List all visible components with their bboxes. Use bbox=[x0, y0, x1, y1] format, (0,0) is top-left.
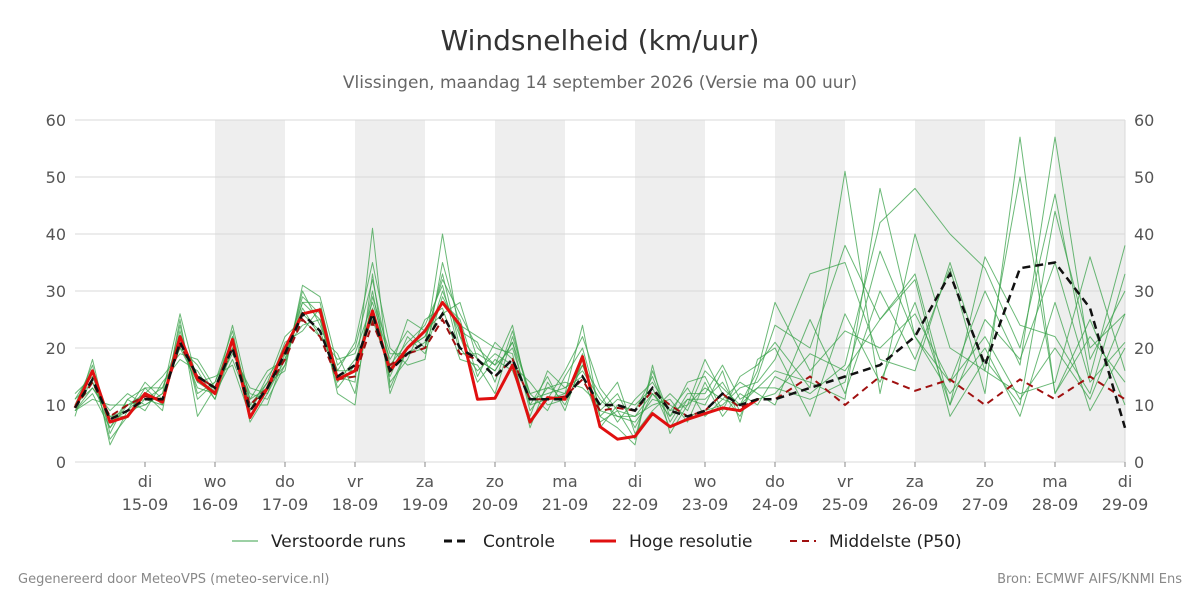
legend-label: Verstoorde runs bbox=[271, 532, 406, 552]
y-tick-label-right: 10 bbox=[1134, 396, 1154, 415]
y-tick-label-left: 10 bbox=[46, 396, 66, 415]
x-tick-weekday: wo bbox=[204, 472, 227, 491]
ensemble-member-line bbox=[74, 262, 1126, 440]
x-tick-weekday: vr bbox=[837, 472, 853, 491]
y-tick-label-right: 60 bbox=[1134, 111, 1154, 130]
x-tick-weekday: do bbox=[765, 472, 785, 491]
y-tick-label-right: 0 bbox=[1134, 453, 1144, 472]
x-tick-weekday: zo bbox=[976, 472, 994, 491]
legend-label: Hoge resolutie bbox=[629, 532, 753, 552]
x-tick-date: 28-09 bbox=[1032, 495, 1079, 514]
x-tick-date: 29-09 bbox=[1102, 495, 1149, 514]
source-note: Bron: ECMWF AIFS/KNMI Ens bbox=[997, 572, 1182, 587]
x-tick-date: 25-09 bbox=[822, 495, 869, 514]
x-tick-date: 18-09 bbox=[332, 495, 379, 514]
legend-label: Controle bbox=[483, 532, 555, 552]
x-tick-date: 24-09 bbox=[752, 495, 799, 514]
y-tick-label-left: 0 bbox=[56, 453, 66, 472]
y-tick-label-right: 50 bbox=[1134, 168, 1154, 187]
y-tick-label-left: 30 bbox=[46, 282, 66, 301]
x-tick-weekday: wo bbox=[694, 472, 717, 491]
legend: Verstoorde runs Controle Hoge resolutie Mid… bbox=[232, 532, 962, 552]
chart-title: Windsnelheid (km/uur) bbox=[440, 24, 760, 57]
y-tick-label-right: 30 bbox=[1134, 282, 1154, 301]
ensemble-member-line bbox=[74, 256, 1126, 429]
y-tick-label-left: 60 bbox=[46, 111, 66, 130]
chart-subtitle: Vlissingen, maandag 14 september 2026 (V… bbox=[342, 73, 858, 93]
generated-by-note: Gegenereerd door MeteoVPS (meteo-service… bbox=[18, 572, 330, 587]
x-tick-weekday: za bbox=[416, 472, 434, 491]
x-tick-date: 22-09 bbox=[612, 495, 659, 514]
x-tick-date: 27-09 bbox=[962, 495, 1009, 514]
x-tick-weekday: di bbox=[628, 472, 643, 491]
y-tick-label-right: 40 bbox=[1134, 225, 1154, 244]
control-line bbox=[73, 261, 1127, 429]
axes: 0 0 10 10 20 20 30 30 40 40 50 50 60 60 di 15-09 wo 16-09… bbox=[46, 111, 1155, 514]
x-tick-date: 16-09 bbox=[192, 495, 239, 514]
x-tick-date: 15-09 bbox=[122, 495, 169, 514]
x-tick-date: 17-09 bbox=[262, 495, 309, 514]
x-tick-weekday: ma bbox=[552, 472, 577, 491]
series-lines bbox=[73, 136, 1127, 446]
x-tick-weekday: za bbox=[906, 472, 924, 491]
x-tick-weekday: di bbox=[138, 472, 153, 491]
ensemble-member-line bbox=[74, 136, 1126, 434]
y-tick-label-left: 50 bbox=[46, 168, 66, 187]
x-tick-weekday: di bbox=[1118, 472, 1133, 491]
x-tick-date: 26-09 bbox=[892, 495, 939, 514]
x-tick-date: 21-09 bbox=[542, 495, 589, 514]
x-tick-date: 20-09 bbox=[472, 495, 519, 514]
x-tick-weekday: zo bbox=[486, 472, 504, 491]
y-tick-label-right: 20 bbox=[1134, 339, 1154, 358]
x-tick-weekday: do bbox=[275, 472, 295, 491]
x-tick-weekday: vr bbox=[347, 472, 363, 491]
legend-label: Middelste (P50) bbox=[829, 532, 962, 552]
x-tick-date: 23-09 bbox=[682, 495, 729, 514]
y-tick-label-left: 40 bbox=[46, 225, 66, 244]
x-tick-weekday: ma bbox=[1042, 472, 1067, 491]
y-tick-label-left: 20 bbox=[46, 339, 66, 358]
x-tick-date: 19-09 bbox=[402, 495, 449, 514]
